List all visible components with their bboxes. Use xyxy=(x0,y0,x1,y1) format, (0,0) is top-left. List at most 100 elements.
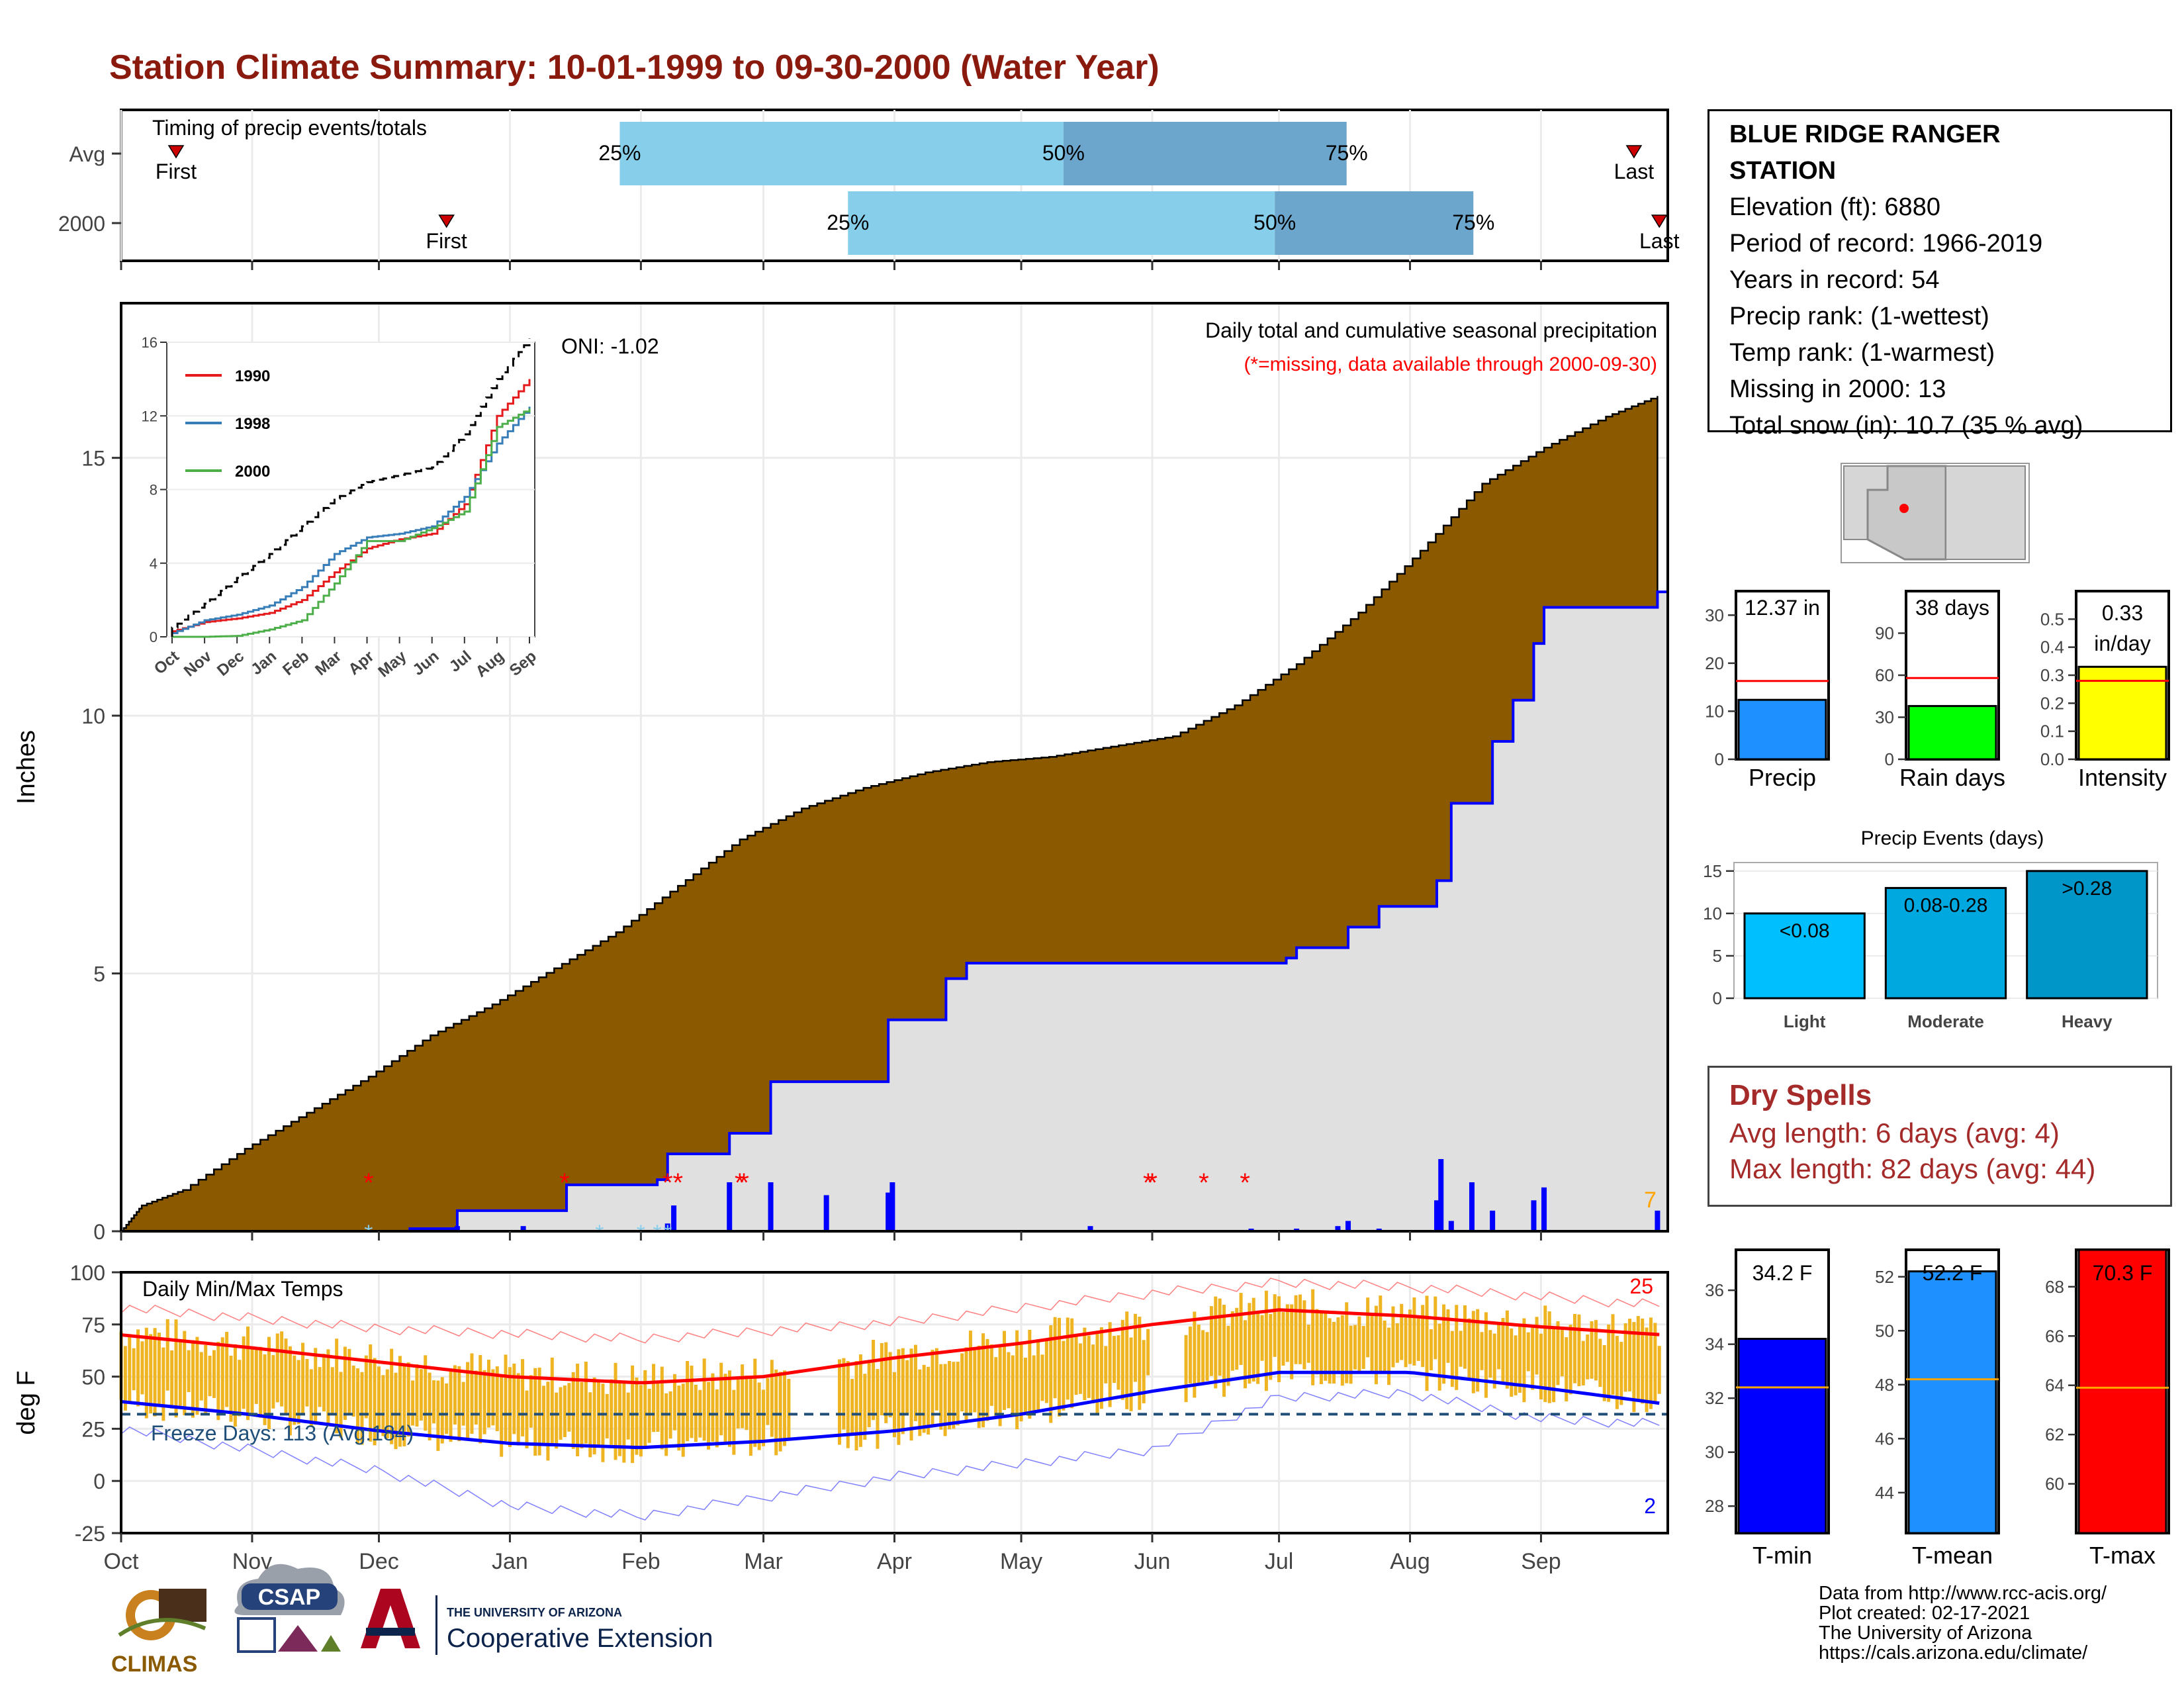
daily-temp-bar xyxy=(161,1347,165,1421)
temps-x-tick-label: Dec xyxy=(359,1549,398,1574)
daily-temp-bar xyxy=(1260,1315,1264,1361)
daily-temp-bar xyxy=(854,1361,858,1451)
daily-temp-bar xyxy=(394,1372,398,1450)
dry-spells-heading: Dry Spells xyxy=(1729,1079,1872,1111)
daily-temp-bar xyxy=(576,1364,580,1456)
daily-temp-bar xyxy=(960,1353,964,1412)
daily-temp-bar xyxy=(351,1365,355,1417)
station-name-cont: STATION xyxy=(1729,157,1837,185)
daily-temp-bar xyxy=(301,1342,305,1413)
daily-precip-bar xyxy=(889,1182,895,1231)
daily-temp-bar xyxy=(309,1369,313,1427)
daily-temp-bar xyxy=(157,1333,161,1406)
temp-rank-text: Temp rank: (1-warmest) xyxy=(1729,339,1995,367)
timing-last-label: Last xyxy=(1614,160,1655,183)
daily-temp-bar xyxy=(314,1348,318,1425)
daily-temp-bar xyxy=(1370,1314,1374,1373)
timing-first-marker xyxy=(167,145,185,159)
temp-bar-t-max-y-tick-label: 64 xyxy=(2045,1376,2064,1395)
temps-x-tick-label: Oct xyxy=(104,1549,139,1574)
daily-temp-bar xyxy=(149,1334,153,1414)
daily-temp-bar xyxy=(872,1339,876,1421)
daily-temp-bar xyxy=(702,1358,706,1441)
daily-temp-bar xyxy=(884,1342,888,1423)
daily-temp-bar xyxy=(626,1392,630,1440)
daily-temp-bar xyxy=(343,1346,347,1421)
daily-temp-bar xyxy=(1015,1330,1019,1430)
daily-temp-bar xyxy=(1505,1310,1509,1389)
daily-precip-bar xyxy=(768,1182,774,1231)
daily-temp-bar xyxy=(415,1364,419,1427)
daily-temp-bar xyxy=(474,1370,478,1425)
missing-marker: * xyxy=(1147,1168,1158,1197)
daily-temp-bar xyxy=(605,1393,609,1438)
daily-temp-bar xyxy=(753,1358,757,1447)
daily-temp-bar xyxy=(1467,1318,1471,1378)
missing-marker: * xyxy=(363,1168,374,1197)
daily-temp-bar xyxy=(1522,1318,1526,1403)
timing-bar-q25-q50 xyxy=(848,191,1275,255)
daily-temp-bar xyxy=(660,1366,664,1450)
daily-temp-bar xyxy=(774,1369,778,1456)
temp-bar-t-mean-y-tick-label: 52 xyxy=(1875,1267,1894,1287)
daily-temp-bar xyxy=(1251,1297,1255,1382)
daily-temp-bar xyxy=(1590,1321,1594,1379)
daily-temp-bar xyxy=(1556,1321,1560,1385)
daily-temp-bar xyxy=(1636,1316,1640,1401)
daily-temp-bar xyxy=(1623,1323,1627,1392)
daily-temp-bar xyxy=(617,1382,621,1456)
daily-temp-bar xyxy=(867,1360,871,1428)
events-category-label: Heavy xyxy=(2062,1011,2113,1031)
daily-temp-bar xyxy=(732,1389,736,1455)
daily-temp-bar xyxy=(647,1389,651,1443)
daily-precip-bar xyxy=(886,1192,891,1231)
pct-precip-y-tick-label: 30 xyxy=(1705,605,1724,625)
daily-temp-bar xyxy=(846,1361,850,1448)
daily-temp-bar xyxy=(225,1331,229,1407)
daily-temp-bar xyxy=(212,1350,216,1398)
temp-bar-t-max-y-tick-label: 62 xyxy=(2045,1425,2064,1444)
pct-intensity-unit-label: in/day xyxy=(2094,632,2150,655)
daily-temp-bar xyxy=(1129,1337,1133,1411)
temp-bar-t-max-axis-label: T-max xyxy=(2089,1542,2156,1569)
uofa-logo: THE UNIVERSITY OF ARIZONA Cooperative Ex… xyxy=(361,1589,713,1655)
daily-temp-bar xyxy=(381,1375,385,1436)
missing-marker: * xyxy=(735,1168,745,1197)
temps-y-axis-label: deg F xyxy=(13,1370,40,1434)
daily-temp-bar xyxy=(263,1354,267,1425)
daily-temp-bar xyxy=(436,1380,440,1451)
daily-temp-bar xyxy=(453,1365,457,1425)
daily-temp-bar xyxy=(952,1362,956,1429)
daily-temp-bar xyxy=(1657,1346,1661,1394)
daily-temp-bar xyxy=(1383,1320,1387,1374)
inset-average-line xyxy=(171,338,531,637)
daily-temp-bar xyxy=(1471,1311,1475,1393)
daily-temp-bar xyxy=(330,1367,334,1415)
cumulative-2000-line xyxy=(121,590,1668,1233)
temp-bar-t-mean-axis-label: T-mean xyxy=(1912,1542,1993,1569)
daily-temp-bar xyxy=(1032,1355,1036,1413)
daily-temp-bar xyxy=(580,1382,584,1449)
daily-temp-bar xyxy=(411,1380,415,1426)
daily-temp-bar xyxy=(267,1336,271,1429)
pct-rain-days-y-tick-label: 60 xyxy=(1875,665,1894,685)
events-bar-label: 0.08-0.28 xyxy=(1904,894,1988,916)
daily-temp-bar xyxy=(195,1336,199,1415)
daily-temp-bar xyxy=(1594,1320,1598,1381)
events-title: Precip Events (days) xyxy=(1861,827,2044,849)
daily-temp-bar xyxy=(588,1392,592,1458)
daily-temp-bar xyxy=(1421,1305,1425,1368)
daily-temp-bar xyxy=(745,1376,749,1430)
daily-temp-bar xyxy=(782,1370,786,1446)
temp-bar-t-min-y-tick-label: 34 xyxy=(1705,1335,1724,1354)
daily-temp-bar xyxy=(178,1340,182,1406)
daily-temp-bar xyxy=(934,1348,938,1411)
daily-temp-bar xyxy=(140,1341,144,1395)
daily-temp-bar xyxy=(1302,1300,1306,1370)
daily-temp-bar xyxy=(170,1350,174,1409)
daily-temp-bar xyxy=(672,1374,676,1430)
daily-temp-bar xyxy=(398,1356,402,1447)
years-text: Years in record: 54 xyxy=(1729,266,1940,294)
timing-row-label: Avg xyxy=(69,142,105,166)
